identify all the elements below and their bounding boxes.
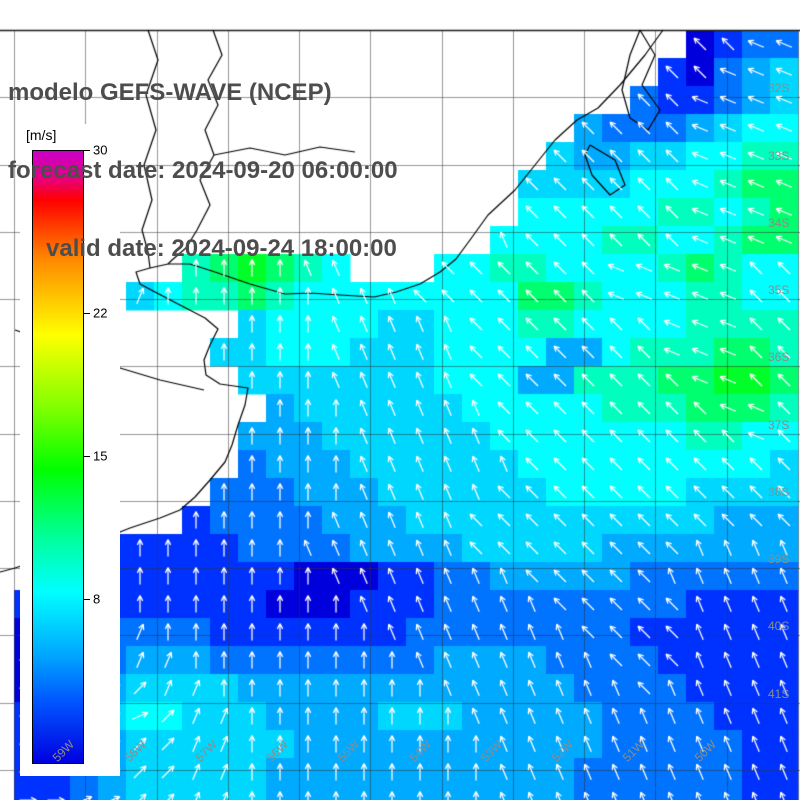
colorbar-tick-label: 8 <box>93 591 101 607</box>
lat-label: 39S <box>768 552 790 567</box>
colorbar-tick-label: 30 <box>93 142 108 158</box>
colorbar-gradient <box>32 150 84 764</box>
colorbar: [m/s] 30 22 15 8 <box>20 124 120 776</box>
lat-label: 34S <box>768 215 790 230</box>
colorbar-tick <box>83 150 90 151</box>
colorbar-tick-label: 15 <box>93 448 108 464</box>
colorbar-tick-label: 22 <box>93 305 108 321</box>
forecast-date: forecast date: 2024-09-20 06:00:00 <box>8 157 398 184</box>
colorbar-tick <box>83 598 90 600</box>
colorbar-tick <box>83 313 90 315</box>
valid-date: valid date: 2024-09-24 18:00:00 <box>46 235 397 262</box>
lat-label: 38S <box>768 484 790 499</box>
model-name: modelo GEFS-WAVE (NCEP) <box>8 79 332 106</box>
lat-label: 33S <box>768 148 790 163</box>
lat-label: 32S <box>768 81 790 96</box>
lat-label: 35S <box>768 283 790 298</box>
lat-label: 36S <box>768 350 790 365</box>
lat-label: 37S <box>768 417 790 432</box>
colorbar-unit-label: [m/s] <box>26 127 57 143</box>
lat-label: 40S <box>768 619 790 634</box>
lat-label: 41S <box>768 686 790 701</box>
colorbar-tick <box>83 456 90 457</box>
title-block: modelo GEFS-WAVE (NCEP) forecast date: 2… <box>8 28 398 314</box>
